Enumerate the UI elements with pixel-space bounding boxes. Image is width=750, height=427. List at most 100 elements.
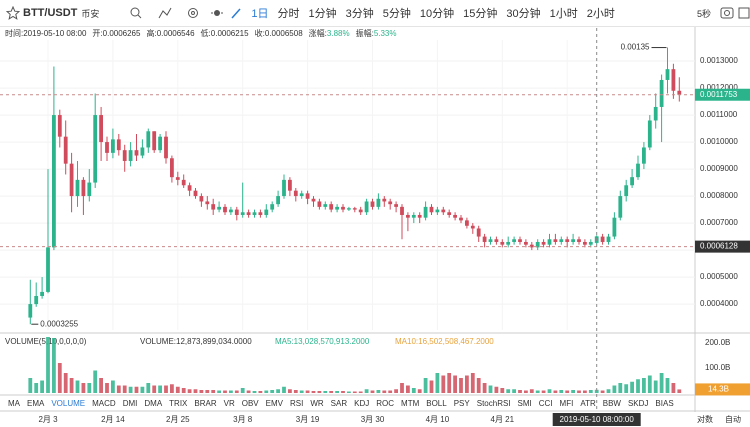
interval[interactable]: 5分钟 bbox=[382, 8, 411, 20]
interval[interactable]: 30分钟 bbox=[506, 8, 541, 20]
axis-option[interactable]: 自动 bbox=[725, 414, 741, 424]
candle-body bbox=[459, 217, 463, 221]
volume-tick-label: 100.0B bbox=[705, 363, 730, 372]
indicator-tab[interactable]: DMI bbox=[122, 399, 138, 408]
candle-body bbox=[69, 163, 74, 197]
candle-body bbox=[512, 239, 516, 242]
indicator-bar: MA EMA VOLUME MACD DMI DMA TRIX BRAR VR OBV EMV RSI… bbox=[8, 397, 694, 410]
indicator-tab[interactable]: OBV bbox=[241, 399, 259, 408]
volume-bar bbox=[535, 390, 540, 393]
tool-icons[interactable] bbox=[129, 6, 241, 20]
volume-bar bbox=[529, 389, 534, 393]
candle-body bbox=[187, 185, 192, 191]
interval[interactable]: 1小时 bbox=[549, 8, 578, 20]
candle-body bbox=[305, 193, 310, 199]
candle-body bbox=[671, 69, 676, 91]
volume-bar bbox=[583, 390, 587, 393]
candle-body bbox=[223, 206, 227, 213]
indicator-tab[interactable]: SKDJ bbox=[627, 399, 649, 408]
candle-body bbox=[63, 136, 68, 164]
indicator-tab[interactable]: SAR bbox=[330, 399, 348, 408]
candle-body bbox=[500, 241, 505, 245]
candle-body bbox=[364, 201, 369, 213]
star-icon[interactable] bbox=[6, 6, 20, 20]
indicator-tab[interactable]: EMA bbox=[27, 399, 45, 408]
indicator-tab[interactable]: PSY bbox=[453, 399, 470, 408]
indicator-tab[interactable]: VR bbox=[223, 399, 235, 408]
info-line: 时间:2019-05-10 08:00 开:0.0006265 高:0.000654… bbox=[5, 27, 403, 39]
indicator-tab[interactable]: MFI bbox=[559, 399, 574, 408]
indicator-tab[interactable]: VOLUME bbox=[51, 399, 86, 408]
indicator-tab[interactable]: BIAS bbox=[655, 399, 674, 408]
indicator-tab[interactable]: MACD bbox=[92, 399, 116, 408]
info-label: 涨幅: bbox=[308, 28, 327, 38]
indicator-tab[interactable]: BOLL bbox=[426, 399, 447, 408]
indicator-tab[interactable]: BRAR bbox=[194, 399, 217, 408]
indicator-tab[interactable]: BBW bbox=[602, 399, 621, 408]
volume-bar bbox=[518, 390, 522, 393]
price-tag-label: 0.0011753 bbox=[700, 90, 738, 99]
indicator-tab[interactable]: StochRSI bbox=[476, 399, 511, 408]
y-tick-label: 0.0013000 bbox=[700, 56, 738, 65]
candle-body bbox=[246, 212, 251, 215]
indicator-tab[interactable]: ROC bbox=[376, 399, 395, 408]
indicator-tab[interactable]: WR bbox=[310, 399, 324, 408]
indicator-tab[interactable]: KDJ bbox=[354, 399, 370, 408]
candle-body bbox=[529, 244, 534, 248]
candle-body bbox=[577, 239, 581, 242]
volume-tag bbox=[695, 383, 750, 396]
candle-body bbox=[441, 209, 446, 213]
indicator-tab[interactable]: MA bbox=[8, 399, 20, 408]
volume-bar bbox=[223, 390, 227, 393]
info-label: 时间: bbox=[5, 28, 24, 38]
candle-body bbox=[370, 201, 375, 207]
candle-body bbox=[636, 163, 640, 178]
crosshair-date-box bbox=[552, 413, 641, 426]
candle-body bbox=[146, 131, 151, 148]
y-tick-label: 0.0010000 bbox=[700, 137, 738, 146]
interval[interactable]: 10分钟 bbox=[419, 8, 455, 20]
indicator-tab[interactable]: MTM bbox=[401, 399, 420, 408]
candle-body bbox=[99, 115, 103, 143]
y-tick-label: 0.0007000 bbox=[700, 218, 738, 227]
interval[interactable]: 1分钟 bbox=[308, 8, 337, 20]
candle-body bbox=[329, 204, 334, 210]
indicator-tab[interactable]: CCI bbox=[538, 399, 553, 408]
info-label: 收: bbox=[254, 28, 265, 38]
interval[interactable]: 1日 bbox=[251, 8, 269, 20]
volume-bar bbox=[624, 384, 629, 393]
volume-bar bbox=[323, 391, 328, 393]
indicator-tab[interactable]: TRIX bbox=[169, 399, 188, 408]
volume-bar bbox=[441, 375, 446, 393]
volume-params: VOLUME(5,10,0,0,0,0) bbox=[5, 337, 87, 346]
volume-bar bbox=[671, 383, 676, 393]
volume-bar bbox=[52, 338, 56, 393]
indicator-tab[interactable]: ATR bbox=[580, 399, 596, 408]
axis-option[interactable]: 对数 bbox=[697, 414, 713, 424]
interval[interactable]: 15分钟 bbox=[463, 8, 498, 20]
indicator-tab[interactable]: SMI bbox=[517, 399, 532, 408]
candle-body bbox=[411, 214, 416, 218]
volume-tick-label: 200.0B bbox=[705, 338, 730, 347]
interval[interactable]: 3分钟 bbox=[345, 8, 374, 20]
candle-body bbox=[299, 193, 304, 197]
candle-body bbox=[465, 220, 469, 226]
candle-body bbox=[553, 239, 558, 242]
candle-body bbox=[476, 228, 481, 237]
indicator-tab[interactable]: DMA bbox=[144, 399, 163, 408]
candle-body bbox=[524, 241, 528, 245]
candle-body bbox=[665, 69, 670, 80]
volume-bar bbox=[677, 389, 682, 393]
interval[interactable]: 2小时 bbox=[586, 8, 615, 20]
candle-body bbox=[170, 158, 174, 178]
right-icons[interactable] bbox=[720, 6, 750, 20]
info-item: 低:0.0006215 bbox=[201, 28, 249, 39]
indicator-tab[interactable]: RSI bbox=[290, 399, 304, 408]
info-item: 收:0.0006508 bbox=[255, 28, 303, 39]
volume-bar bbox=[81, 383, 86, 393]
refresh[interactable]: 5秒 bbox=[696, 8, 711, 19]
indicator-tab[interactable]: EMV bbox=[265, 399, 283, 408]
interval[interactable]: 分时 bbox=[277, 8, 300, 20]
crosshair-date: 2019-05-10 08:00:00 bbox=[560, 415, 635, 424]
